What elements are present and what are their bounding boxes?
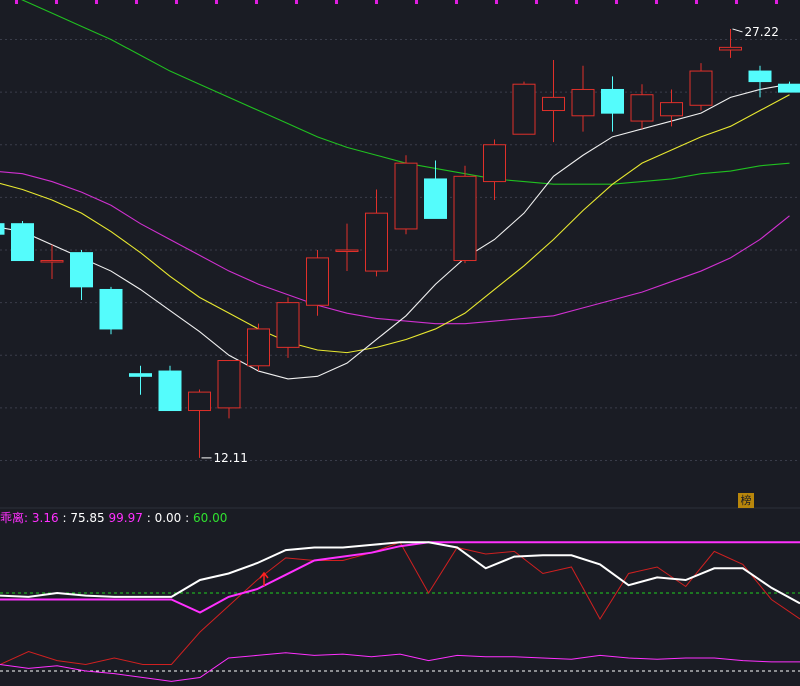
ma-line-white [0, 83, 790, 380]
indicator-sep-3: : [146, 511, 151, 525]
high-price-label: 27.22 [745, 25, 779, 39]
ma-line-magenta [0, 171, 790, 325]
candle-body [365, 212, 388, 272]
candle-body [247, 328, 270, 367]
ma-line-green [21, 0, 790, 185]
candle-body [394, 162, 418, 230]
indicator-label-row: 乖离: 3.16 : 75.85 99.97 : 0.00 : 60.00 [0, 510, 227, 526]
candle-body [748, 70, 772, 83]
candle-body [601, 88, 624, 114]
candle-body [719, 46, 742, 51]
top-tick-mark [575, 0, 578, 4]
candle-body [276, 302, 300, 348]
candle-body [99, 288, 123, 330]
indicator-sep-4: : [185, 511, 190, 525]
candle-body [778, 83, 800, 93]
top-tick-mark [535, 0, 538, 4]
candle-body [70, 252, 93, 288]
ma-line-yellow [0, 94, 790, 354]
candle-body [483, 144, 506, 183]
candle-body [129, 373, 152, 377]
candle-body [158, 370, 182, 412]
candle-body [11, 223, 34, 262]
candle-body [188, 391, 211, 412]
top-tick-mark [775, 0, 778, 4]
candle-body [571, 88, 595, 117]
candle-body [542, 96, 565, 112]
indicator-name: 乖离 [0, 511, 25, 525]
top-tick-mark [495, 0, 498, 4]
top-tick-mark [175, 0, 178, 4]
candle-body [335, 249, 359, 252]
indicator-value-1: 3.16 [31, 511, 59, 525]
candle-body [424, 178, 447, 219]
top-tick-mark [455, 0, 458, 4]
indicator-value-2: 75.85 [70, 511, 105, 525]
top-tick-mark [655, 0, 658, 4]
candle-body [453, 175, 477, 262]
indicator-value-4: 0.00 [154, 511, 182, 525]
indicator-line-magenta [0, 541, 800, 614]
candle-body [40, 260, 64, 263]
indicator-line-white [0, 541, 800, 605]
candle-body [689, 70, 713, 106]
candle-body [0, 223, 5, 235]
indicator-line-red [0, 541, 800, 666]
top-tick-mark [55, 0, 58, 4]
top-tick-mark [295, 0, 298, 4]
top-tick-mark [335, 0, 338, 4]
indicator-line-lower-magenta [0, 652, 800, 682]
buy-signal-arrow [259, 571, 269, 586]
top-tick-mark [735, 0, 738, 4]
candlestick-chart: 27.22 12.11 [0, 0, 800, 465]
candle-body [306, 257, 329, 306]
top-tick-mark [95, 0, 98, 4]
top-tick-mark [415, 0, 418, 4]
indicator-sep-1: : [24, 511, 29, 525]
top-tick-mark [695, 0, 698, 4]
indicator-sep-2: : [62, 511, 67, 525]
low-price-label: 12.11 [214, 451, 248, 465]
top-tick-mark [375, 0, 378, 4]
candle-body [660, 102, 683, 117]
top-tick-mark [255, 0, 258, 4]
top-tick-mark [215, 0, 218, 4]
candle-body [217, 360, 241, 409]
indicator-value-3: 99.97 [108, 511, 143, 525]
high-arrow [732, 28, 743, 33]
top-tick-mark [15, 0, 18, 4]
top-tick-mark [135, 0, 138, 4]
candle-body [630, 94, 654, 122]
indicator-value-5: 60.00 [192, 511, 228, 525]
candle-body [512, 83, 536, 135]
top-tick-mark [615, 0, 618, 4]
rank-badge[interactable]: 榜 [738, 493, 754, 508]
